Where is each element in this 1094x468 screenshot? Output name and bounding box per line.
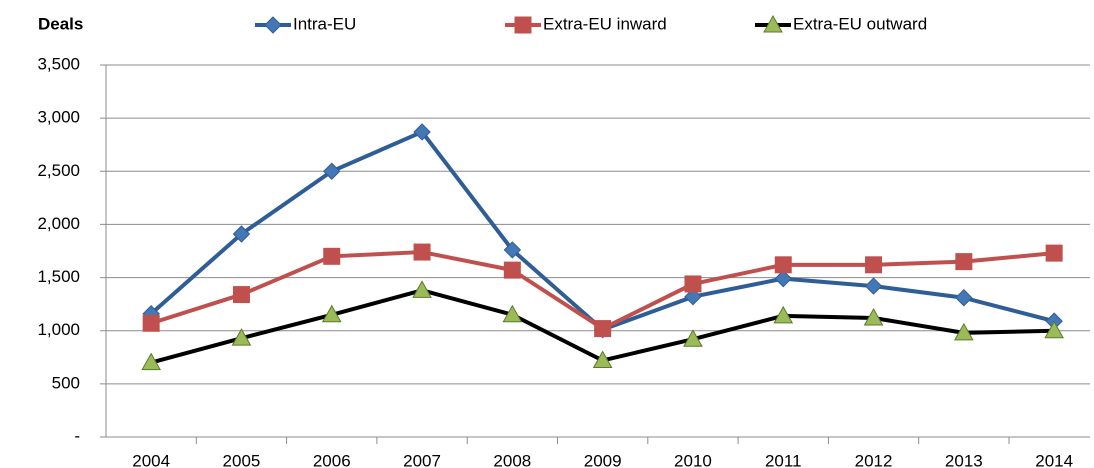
data-point — [774, 256, 792, 274]
data-point — [413, 123, 431, 141]
data-point — [142, 314, 160, 332]
y-tick-label: - — [74, 426, 80, 445]
data-point — [863, 307, 884, 326]
x-tick-label: 2008 — [493, 451, 531, 468]
data-point — [592, 350, 613, 368]
data-point — [503, 241, 522, 259]
data-point — [1045, 244, 1063, 262]
x-tick-label: 2005 — [223, 451, 261, 468]
series-line — [149, 129, 1055, 332]
data-point — [955, 253, 973, 271]
data-point — [864, 277, 883, 295]
legend-marker — [763, 14, 783, 33]
y-axis-label: Deals — [38, 14, 83, 33]
x-tick-label: 2011 — [765, 451, 802, 468]
legend-marker — [264, 16, 282, 34]
y-tick-label: 1,500 — [37, 267, 80, 286]
data-point — [955, 289, 973, 307]
data-point — [231, 328, 252, 346]
y-tick-label: 3,000 — [37, 108, 80, 127]
x-tick-label: 2013 — [945, 451, 983, 468]
data-point — [503, 261, 521, 279]
legend-label: Extra-EU inward — [543, 14, 667, 33]
x-tick-label: 2014 — [1035, 451, 1073, 468]
legend-label: Intra-EU — [293, 14, 356, 33]
data-point — [232, 286, 250, 304]
data-point — [773, 305, 794, 324]
x-tick-label: 2006 — [313, 451, 351, 468]
x-tick-label: 2004 — [132, 451, 170, 468]
data-point — [865, 256, 883, 274]
data-point — [502, 304, 523, 323]
legend-marker — [514, 16, 532, 34]
y-tick-label: 500 — [52, 373, 80, 392]
x-tick-label: 2007 — [403, 451, 441, 468]
data-point — [953, 322, 974, 341]
x-tick-label: 2009 — [584, 451, 622, 468]
y-tick-label: 2,000 — [37, 214, 80, 233]
x-tick-label: 2010 — [674, 451, 712, 468]
data-point — [684, 287, 702, 306]
data-point — [412, 280, 432, 298]
x-tick-label: 2012 — [855, 451, 893, 468]
data-point — [774, 269, 792, 288]
legend-label: Extra-EU outward — [793, 14, 927, 33]
data-point — [413, 243, 431, 261]
data-point — [141, 352, 162, 371]
y-tick-label: 3,500 — [37, 54, 80, 73]
y-tick-label: 1,000 — [37, 320, 80, 339]
data-point — [684, 275, 702, 293]
y-tick-label: 2,500 — [37, 161, 80, 180]
data-point — [1044, 320, 1065, 339]
data-point — [594, 320, 612, 338]
data-point — [232, 225, 251, 243]
data-point — [323, 162, 341, 180]
data-point — [683, 329, 703, 347]
data-point — [321, 304, 342, 323]
data-point — [323, 247, 341, 265]
